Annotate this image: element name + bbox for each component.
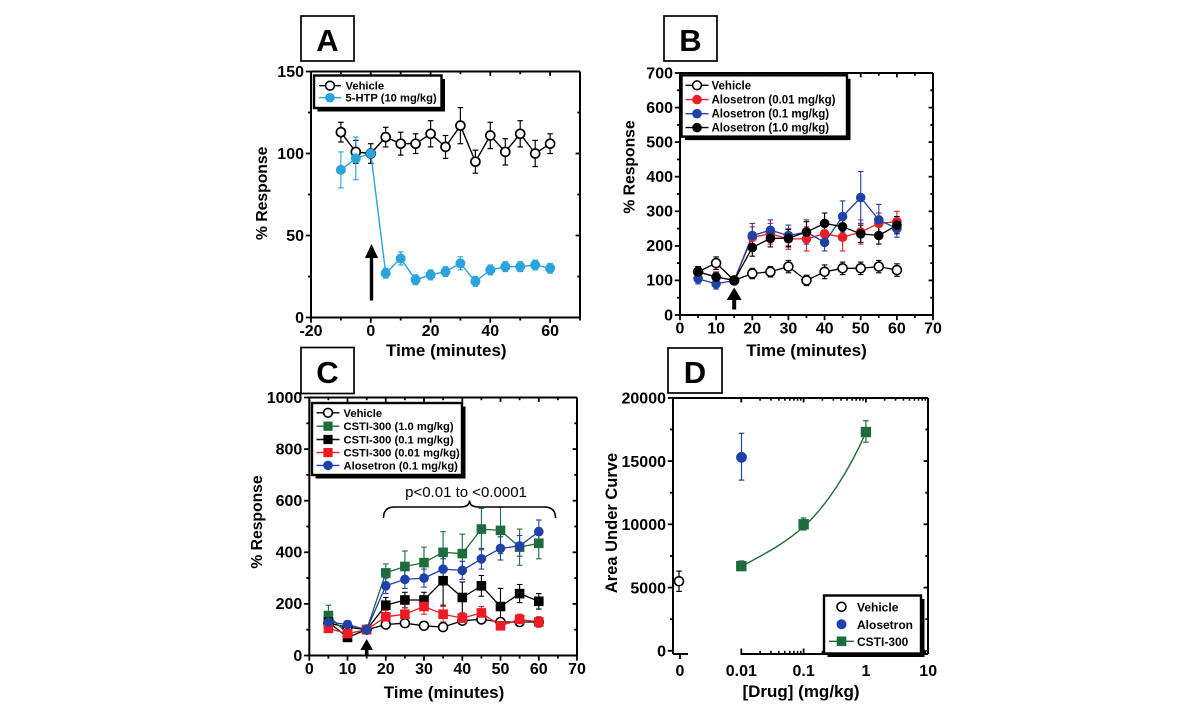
svg-text:20: 20 bbox=[377, 661, 395, 678]
svg-text:Alosetron (0.01 mg/kg): Alosetron (0.01 mg/kg) bbox=[712, 95, 836, 107]
svg-text:% Response: % Response bbox=[249, 475, 266, 569]
svg-text:40: 40 bbox=[453, 661, 471, 678]
svg-text:[Drug] (mg/kg): [Drug] (mg/kg) bbox=[742, 682, 859, 701]
svg-text:60: 60 bbox=[530, 661, 548, 678]
svg-text:10: 10 bbox=[919, 663, 937, 680]
svg-text:30: 30 bbox=[415, 661, 433, 678]
svg-text:100: 100 bbox=[277, 146, 304, 163]
svg-text:100: 100 bbox=[646, 273, 673, 290]
svg-text:50: 50 bbox=[286, 228, 304, 245]
svg-text:10000: 10000 bbox=[622, 517, 667, 534]
svg-text:CSTI-300 (0.01 mg/kg): CSTI-300 (0.01 mg/kg) bbox=[344, 448, 461, 460]
svg-text:Alosetron: Alosetron bbox=[857, 618, 913, 632]
svg-text:30: 30 bbox=[780, 320, 798, 337]
svg-text:300: 300 bbox=[646, 204, 673, 221]
svg-text:10: 10 bbox=[339, 661, 357, 678]
svg-text:50: 50 bbox=[852, 320, 870, 337]
svg-text:0: 0 bbox=[676, 663, 685, 680]
svg-text:p<0.01 to <0.0001: p<0.01 to <0.0001 bbox=[405, 484, 527, 501]
svg-text:1: 1 bbox=[861, 663, 870, 680]
svg-text:200: 200 bbox=[276, 596, 303, 613]
svg-text:600: 600 bbox=[276, 493, 303, 510]
svg-text:700: 700 bbox=[646, 65, 673, 82]
svg-text:D: D bbox=[684, 355, 706, 390]
svg-text:% Response: % Response bbox=[622, 120, 639, 214]
svg-text:A: A bbox=[316, 23, 338, 58]
svg-text:400: 400 bbox=[276, 545, 303, 562]
svg-text:Area Under Curve: Area Under Curve bbox=[603, 453, 621, 593]
svg-text:Vehicle: Vehicle bbox=[857, 600, 899, 614]
svg-text:Time (minutes): Time (minutes) bbox=[746, 341, 867, 360]
svg-text:Time (minutes): Time (minutes) bbox=[384, 683, 505, 702]
svg-text:800: 800 bbox=[276, 441, 303, 458]
svg-text:C: C bbox=[316, 355, 338, 390]
svg-text:CSTI-300 (1.0 mg/kg): CSTI-300 (1.0 mg/kg) bbox=[344, 421, 454, 433]
svg-text:15000: 15000 bbox=[622, 454, 667, 471]
svg-text:10: 10 bbox=[707, 320, 725, 337]
svg-text:0: 0 bbox=[305, 661, 314, 678]
svg-text:400: 400 bbox=[646, 169, 673, 186]
svg-text:Alosetron (0.1 mg/kg): Alosetron (0.1 mg/kg) bbox=[712, 109, 830, 121]
svg-text:0.01: 0.01 bbox=[726, 663, 757, 680]
svg-text:Time (minutes): Time (minutes) bbox=[386, 341, 507, 360]
svg-text:0: 0 bbox=[295, 310, 304, 327]
svg-text:40: 40 bbox=[481, 323, 499, 340]
svg-text:60: 60 bbox=[541, 323, 559, 340]
svg-text:600: 600 bbox=[646, 100, 673, 117]
svg-text:Vehicle: Vehicle bbox=[712, 80, 752, 92]
svg-text:0.1: 0.1 bbox=[792, 663, 814, 680]
svg-text:% Response: % Response bbox=[254, 146, 271, 240]
svg-text:CSTI-300: CSTI-300 bbox=[857, 635, 909, 649]
svg-text:0: 0 bbox=[664, 307, 673, 324]
svg-text:70: 70 bbox=[568, 661, 586, 678]
svg-text:Vehicle: Vehicle bbox=[346, 81, 385, 93]
svg-text:500: 500 bbox=[646, 134, 673, 151]
svg-text:20000: 20000 bbox=[622, 391, 667, 408]
svg-text:20: 20 bbox=[422, 323, 440, 340]
svg-text:150: 150 bbox=[277, 64, 304, 81]
svg-text:-20: -20 bbox=[299, 323, 322, 340]
svg-text:50: 50 bbox=[492, 661, 510, 678]
svg-text:5000: 5000 bbox=[630, 580, 666, 597]
svg-text:0: 0 bbox=[676, 320, 685, 337]
svg-text:0: 0 bbox=[657, 644, 666, 661]
svg-text:0: 0 bbox=[366, 323, 375, 340]
svg-text:Alosetron (1.0 mg/kg): Alosetron (1.0 mg/kg) bbox=[712, 123, 830, 135]
svg-text:20: 20 bbox=[743, 320, 761, 337]
svg-text:B: B bbox=[679, 23, 701, 58]
svg-text:CSTI-300 (0.1 mg/kg): CSTI-300 (0.1 mg/kg) bbox=[344, 435, 454, 447]
svg-text:60: 60 bbox=[888, 320, 906, 337]
svg-text:70: 70 bbox=[924, 320, 942, 337]
svg-text:40: 40 bbox=[816, 320, 834, 337]
svg-text:5-HTP (10 mg/kg): 5-HTP (10 mg/kg) bbox=[346, 93, 437, 105]
svg-text:200: 200 bbox=[646, 238, 673, 255]
svg-text:1000: 1000 bbox=[267, 390, 303, 407]
svg-text:0: 0 bbox=[293, 648, 302, 665]
svg-text:Vehicle: Vehicle bbox=[344, 408, 383, 420]
svg-text:Alosetron (0.1 mg/kg): Alosetron (0.1 mg/kg) bbox=[344, 460, 459, 472]
